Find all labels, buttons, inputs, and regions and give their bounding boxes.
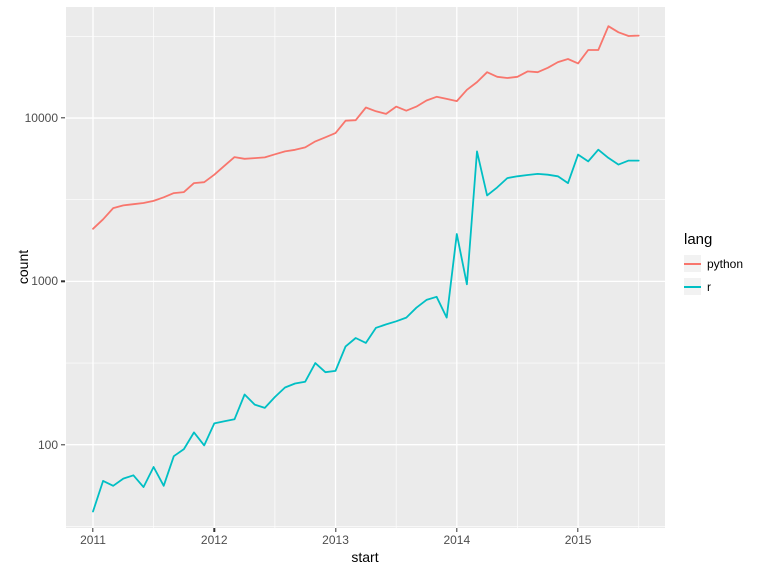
legend-title: lang xyxy=(684,231,713,248)
y-tick-mark xyxy=(61,444,65,446)
y-tick-mark xyxy=(61,280,65,283)
plot-panel xyxy=(66,7,665,528)
x-axis-title: start xyxy=(351,549,379,565)
x-tick-label: 2015 xyxy=(564,533,592,547)
legend-item-python: python xyxy=(684,255,743,272)
y-tick-label: 10000 xyxy=(24,111,58,126)
legend-item-r: r xyxy=(684,278,743,295)
python-series-line xyxy=(92,25,640,230)
x-tick-mark xyxy=(577,528,579,532)
x-tick-label: 2011 xyxy=(80,533,106,547)
x-tick-label: 2014 xyxy=(443,533,471,547)
legend-key-r xyxy=(684,278,701,295)
r-line-swatch xyxy=(684,285,701,288)
x-tick-mark xyxy=(456,528,458,532)
y-tick-mark xyxy=(61,117,65,119)
y-tick-label: 1000 xyxy=(31,274,58,289)
legend-key-python xyxy=(684,255,701,272)
x-tick-mark xyxy=(213,528,215,532)
x-tick-label: 2012 xyxy=(200,533,228,547)
plot-svg xyxy=(66,7,665,528)
y-tick-label: 100 xyxy=(37,437,58,452)
python-line-swatch xyxy=(684,262,701,265)
x-tick-mark xyxy=(92,528,94,532)
legend-label-r: r xyxy=(707,279,711,294)
legend-label-python: python xyxy=(707,256,744,271)
legend: lang python r xyxy=(684,231,743,301)
x-tick-mark xyxy=(334,528,337,532)
r-series-line xyxy=(92,148,640,513)
x-tick-label: 2013 xyxy=(322,533,349,547)
